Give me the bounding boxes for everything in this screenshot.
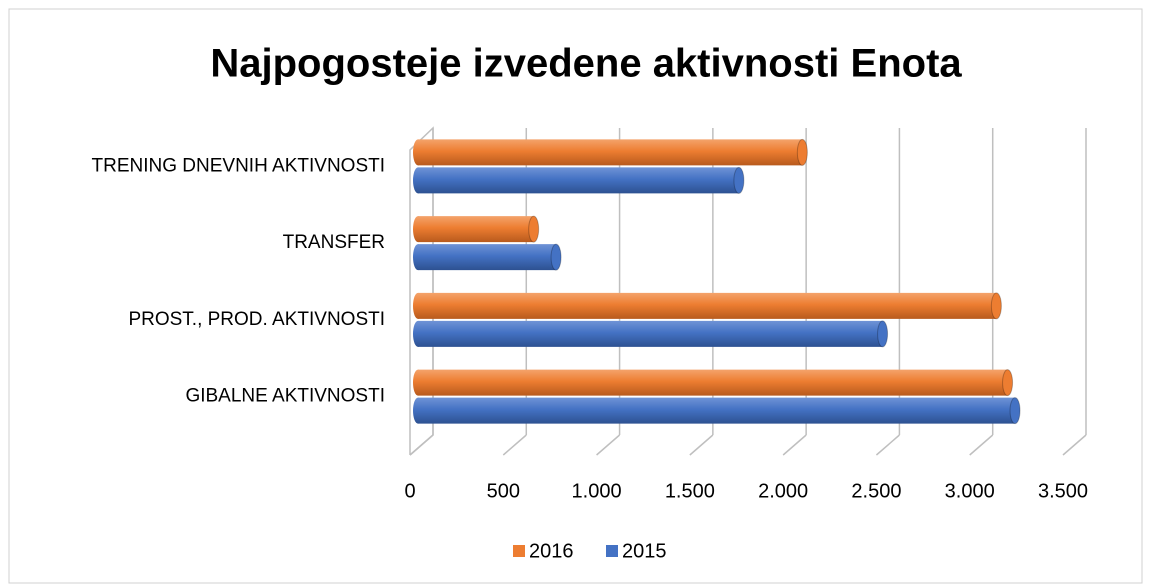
floor-line: [689, 434, 714, 456]
floor-line: [875, 434, 900, 456]
category-label: GIBALNE AKTIVNOSTI: [185, 386, 385, 407]
x-tick-label: 0: [404, 480, 415, 502]
bar-cap: [796, 138, 808, 166]
bar-cap: [733, 166, 745, 194]
bar: [418, 320, 883, 347]
category-label: TRENING DNEVNIH AKTIVNOSTI: [92, 155, 385, 176]
category-label: PROST., PROD. AKTIVNOSTI: [128, 309, 385, 330]
legend-swatch: [513, 545, 525, 557]
bar: [418, 244, 557, 271]
bar-cap: [1009, 397, 1021, 425]
chart-title: Najpogosteje izvedene aktivnosti Enota: [210, 42, 962, 86]
category-label: TRANSFER: [283, 232, 385, 253]
bar-cap: [990, 292, 1002, 320]
bar: [418, 292, 997, 319]
floor-line: [969, 434, 994, 456]
bar-cap: [1002, 369, 1014, 397]
bar: [418, 369, 1008, 396]
floor-line: [502, 434, 527, 456]
x-tick-label: 500: [487, 480, 520, 502]
legend-swatch: [606, 545, 618, 557]
x-tick-label: 2.000: [758, 480, 808, 502]
x-tick-label: 3.500: [1038, 480, 1088, 502]
bar-cap: [550, 243, 562, 271]
legend-label: 2015: [622, 540, 667, 562]
floor-line: [409, 434, 434, 456]
bar: [418, 216, 534, 243]
legend-label: 2016: [529, 540, 574, 562]
bar: [418, 139, 803, 166]
x-tick-label: 2.500: [851, 480, 901, 502]
x-tick-label: 1.500: [665, 480, 715, 502]
x-tick-label: 1.000: [572, 480, 622, 502]
floor-line: [782, 434, 807, 456]
bar-cap: [528, 215, 540, 243]
x-tick-label: 3.000: [945, 480, 995, 502]
bar-cap: [877, 320, 889, 348]
bar: [418, 397, 1016, 424]
bar: [418, 167, 739, 194]
floor-line: [596, 434, 621, 456]
floor-line: [1062, 434, 1087, 456]
